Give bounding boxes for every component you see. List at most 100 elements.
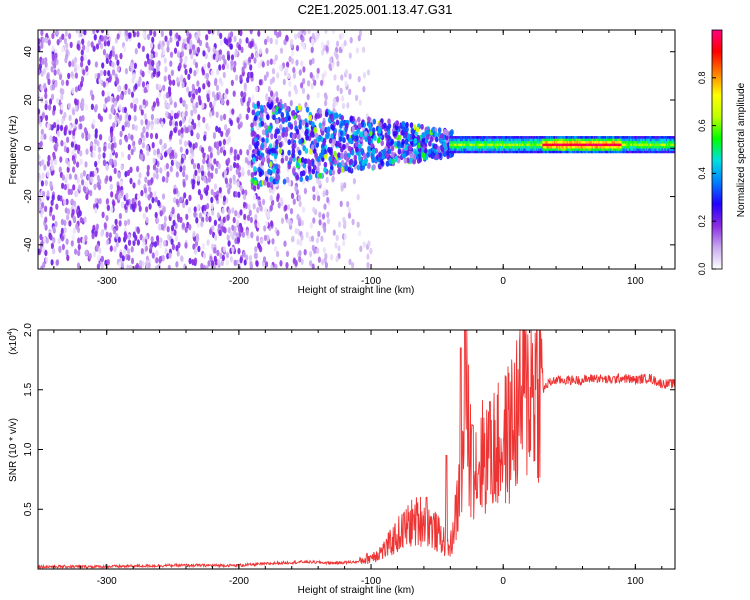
spectrogram-cell [227, 227, 231, 234]
spectrogram-cell [71, 87, 75, 94]
spectrogram-cell [127, 239, 132, 246]
colorbar-label: Normalized spectral amplitude [736, 82, 747, 217]
spectrogram-cell [76, 262, 81, 269]
spectrogram-cell [145, 131, 149, 138]
spectrogram-cell [218, 229, 222, 237]
spectrogram-cell [257, 30, 261, 37]
spectrogram-cell [222, 195, 227, 202]
spectrogram-cell [142, 98, 146, 106]
spectrogram-cell [193, 107, 197, 115]
spectrogram-cell [289, 208, 294, 215]
spectrogram-cell [405, 121, 409, 128]
spectrogram-cell [412, 124, 417, 131]
spectrogram-cell [56, 124, 60, 131]
spectrogram-cell [65, 157, 69, 165]
spectrogram-cell [229, 119, 233, 127]
spectrogram-cell [103, 145, 107, 152]
spectrogram-cell [248, 56, 252, 63]
spectrogram-cell [280, 157, 285, 164]
spectrogram-cell [74, 99, 78, 106]
spectrogram-cell [76, 161, 80, 168]
spectrogram-cell [235, 74, 239, 81]
spectrogram-cell [433, 143, 438, 150]
spectrogram-cell [70, 240, 74, 247]
spectrogram-cell [102, 159, 106, 166]
spectrogram-cell [253, 57, 257, 64]
spectrogram-cell [253, 142, 258, 149]
spectrogram-cell [103, 103, 107, 110]
spectrogram-cell [44, 103, 48, 111]
spectrogram-cell [77, 249, 81, 257]
spectrogram-cell [206, 93, 210, 100]
spectrogram-cell [72, 129, 76, 136]
spectrogram-cell [320, 79, 324, 87]
spectrogram-cell [250, 122, 254, 129]
spectrogram-cell [148, 64, 152, 71]
spectrogram-cell [385, 160, 390, 167]
spectrogram-cell [331, 30, 336, 34]
spectrogram-cell [111, 50, 116, 57]
spectrogram-cell [229, 256, 233, 263]
spectrogram-cell [205, 265, 209, 269]
spectrogram-cell [170, 159, 174, 166]
spectrogram-cell [335, 53, 339, 60]
spectrogram-cell [332, 138, 337, 145]
spectrogram-cell [90, 103, 94, 111]
spectrogram-cell [176, 76, 180, 84]
spectrogram-cell [270, 264, 274, 269]
spectrogram-cell [349, 37, 353, 44]
spectrogram-cell [340, 185, 344, 192]
spectrogram-cell [120, 201, 125, 208]
spectrogram-cell [113, 167, 117, 174]
spectrogram-cell [44, 249, 48, 257]
spectrogram-cell [248, 209, 252, 216]
spectrogram-cell [233, 35, 237, 43]
spectrogram-cell [94, 104, 98, 111]
spectrogram-cell [298, 157, 302, 164]
spectrogram-cell [348, 88, 352, 96]
spectrogram-cell [246, 214, 251, 221]
spectrogram-cell [87, 40, 91, 47]
spectrogram-cell [219, 146, 223, 154]
spectrogram-cell [362, 85, 366, 93]
spectrogram-cell [85, 249, 89, 256]
spectrogram-cell [125, 112, 129, 119]
spectrogram-cell [286, 61, 290, 68]
spectrogram-cell [371, 148, 376, 155]
spectrogram-cell [142, 126, 146, 133]
spectrogram-cell [60, 140, 64, 147]
spectrogram-cell [323, 161, 328, 168]
spectrogram-cell [200, 220, 204, 228]
spectrogram-cell [357, 76, 361, 83]
spectrogram-cell [168, 90, 172, 97]
spectrogram-cell [288, 80, 292, 88]
spectrogram-cell [237, 191, 241, 198]
spectrogram-cell [170, 238, 174, 245]
spectrogram-cell [246, 100, 250, 108]
spectrogram-cell [185, 148, 189, 155]
spectrogram-cell [388, 157, 393, 164]
spectrogram-cell [76, 211, 81, 219]
spectrogram-cell [140, 109, 144, 116]
spectrogram-cell [68, 114, 72, 122]
spectrogram-cell [271, 167, 276, 174]
spectrogram-cell [98, 38, 102, 46]
spectrogram-cell [145, 192, 149, 199]
spectrogram-cell [55, 30, 59, 37]
spectrogram-cell [106, 238, 110, 246]
spectrogram-cell [156, 217, 160, 224]
spectrogram-cell [134, 193, 138, 200]
spectrogram-cell [225, 38, 229, 46]
spectrogram-cell [81, 237, 86, 244]
spectrogram-cell [339, 200, 343, 207]
spectrogram-cell [276, 72, 280, 79]
spectrogram-cell [80, 172, 84, 180]
spectrogram-cell [215, 84, 220, 92]
spectrogram-cell [355, 135, 359, 142]
svg-text:(x104): (x104) [7, 328, 19, 355]
spectrogram-cell [367, 162, 371, 169]
spectrogram-cell [187, 73, 191, 81]
spectrogram-cell [105, 80, 109, 88]
spectrogram-cell [281, 131, 285, 138]
spectrogram-cell [330, 116, 335, 123]
